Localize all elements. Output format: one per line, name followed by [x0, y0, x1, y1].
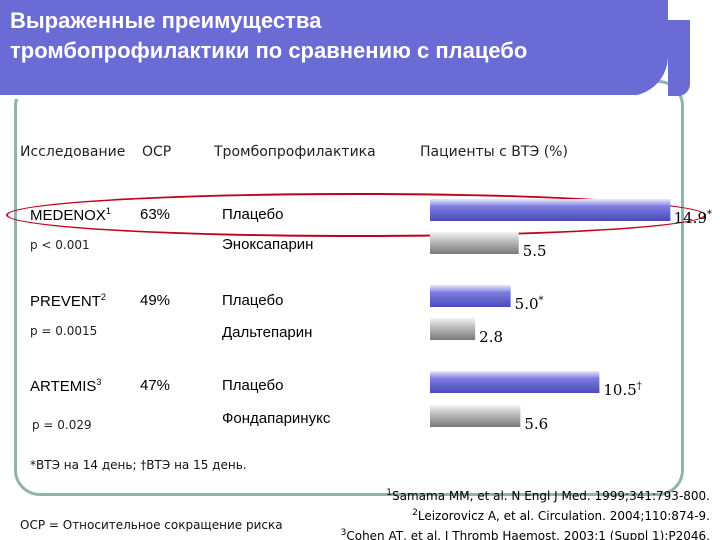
title-rule: [0, 95, 636, 99]
bar-label: Эноксапарин: [222, 236, 314, 253]
bar-label: Дальтепарин: [222, 324, 313, 341]
study-name: PREVENT2: [30, 292, 106, 310]
bar-placebo: [430, 285, 511, 307]
bar-treatment: [430, 232, 519, 254]
reference-2: 2Leizorovicz A, et al. Circulation. 2004…: [412, 508, 710, 523]
bar-value-label: 2.8: [479, 328, 503, 346]
study-p-value: p = 0.029: [32, 418, 92, 432]
bar-value-label: 5.5: [523, 242, 547, 260]
header-study: Исследование: [20, 144, 126, 160]
bar-value-label: 5.6: [524, 415, 548, 433]
title-line-1: Выраженные преимущества: [10, 8, 322, 33]
bar-value-label: 5.0*: [515, 295, 544, 313]
reference-3: 3Cohen AT, et al. J Thromb Haemost. 2003…: [340, 528, 710, 540]
slide-title: Выраженные преимущества тромбопрофилакти…: [10, 6, 650, 66]
bar-label: Плацебо: [222, 377, 284, 394]
study-rrr: 47%: [140, 377, 171, 394]
bar-value-label: 10.5†: [603, 381, 641, 399]
bar-label: Плацебо: [222, 292, 284, 309]
reference-1: 1Samama MM, et al. N Engl J Med. 1999;34…: [386, 488, 710, 503]
study-p-value: p = 0.0015: [30, 324, 98, 338]
title-band: [0, 0, 690, 96]
title-line-2: тромбопрофилактики по сравнению с плацеб…: [10, 38, 528, 63]
bar-treatment: [430, 318, 476, 340]
header-rrr: ОСР: [142, 144, 172, 160]
study-rrr: 63%: [140, 206, 171, 223]
highlight-ellipse: [6, 193, 706, 237]
bar-placebo: [430, 371, 600, 393]
study-name: ARTEMIS3: [30, 377, 102, 395]
bar-label: Фондапаринукс: [222, 410, 331, 427]
bar-label: Плацебо: [222, 206, 284, 223]
study-rrr: 49%: [140, 292, 171, 309]
study-p-value: p < 0.001: [30, 238, 90, 252]
references: 1Samama MM, et al. N Engl J Med. 1999;34…: [341, 485, 710, 540]
header-prophylaxis: Тромбопрофилактика: [214, 144, 376, 160]
bar-placebo: [430, 199, 671, 221]
bar-treatment: [430, 405, 521, 427]
footnote-marks: *ВТЭ на 14 день; †ВТЭ на 15 день.: [30, 458, 247, 472]
title-area: Выраженные преимущества тромбопрофилакти…: [0, 0, 690, 99]
study-name: MEDENOX1: [30, 206, 111, 224]
header-patients: Пациенты с ВТЭ (%): [420, 144, 568, 160]
footnote-rrr-definition: ОСР = Относительное сокращение риска: [20, 518, 283, 532]
bar-value-label: 14.9*: [674, 209, 712, 227]
